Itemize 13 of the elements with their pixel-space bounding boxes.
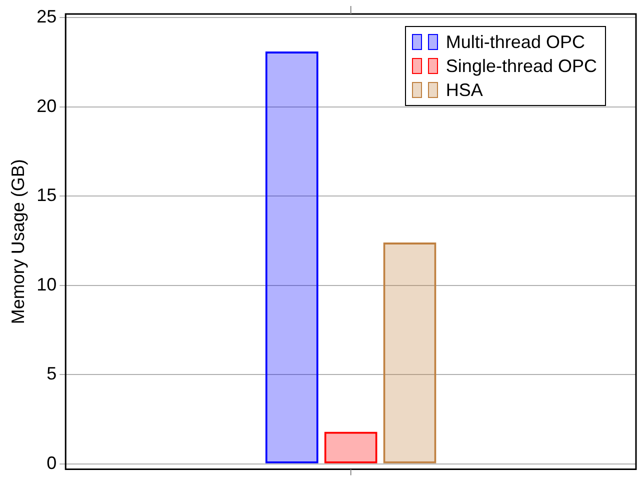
y-tick-label: 20	[36, 96, 57, 116]
y-tick-label: 0	[46, 452, 57, 473]
y-tick-label: 25	[36, 6, 57, 27]
bar	[265, 51, 318, 464]
legend-label: HSA	[446, 79, 484, 102]
y-tick-label: 15	[36, 185, 57, 206]
y-axis-title: Memory Usage (GB)	[8, 159, 28, 324]
bar	[383, 242, 436, 464]
legend-label: Single-thread OPC	[446, 55, 597, 78]
legend-label: Multi-thread OPC	[446, 31, 586, 54]
y-tick-label: 10	[36, 274, 57, 294]
y-tick-label: 5	[46, 364, 57, 384]
bar	[324, 432, 378, 464]
